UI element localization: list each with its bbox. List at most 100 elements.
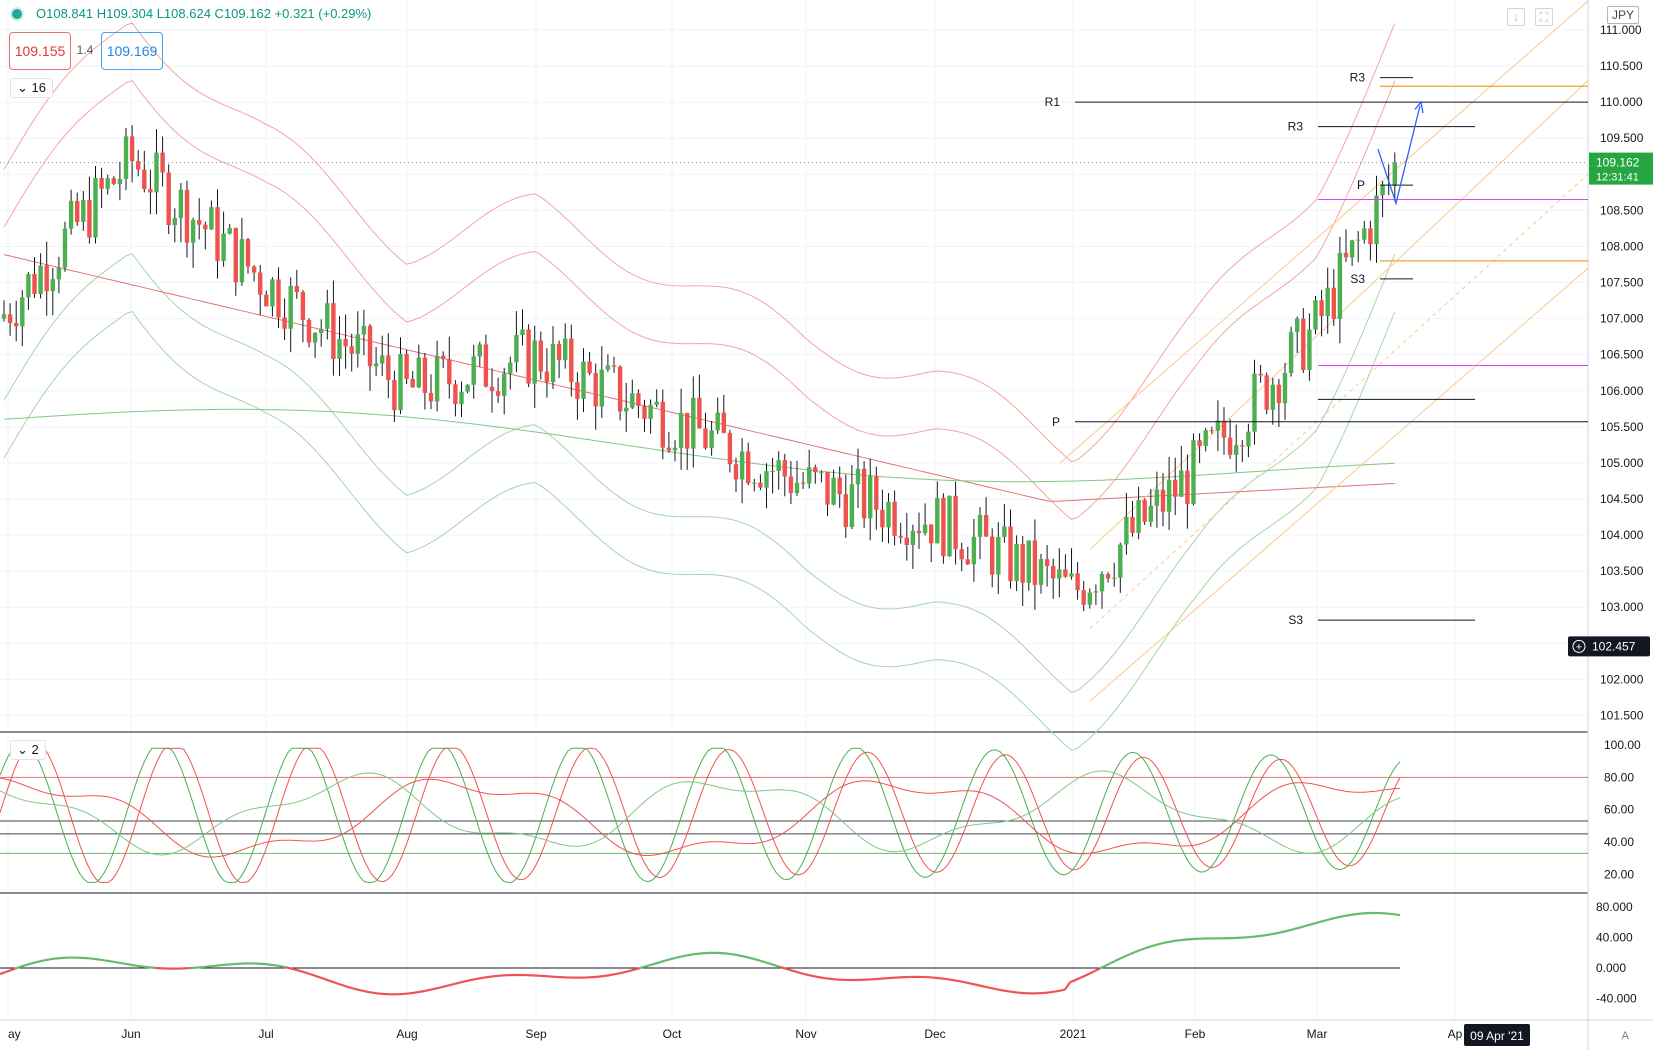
candle-body [1240,445,1244,446]
momentum-segment [50,959,55,960]
momentum-segment [680,956,685,957]
momentum-segment [745,957,750,958]
momentum-segment [285,967,290,968]
candle-body [99,178,103,189]
time-axis-label: Dec [924,1027,945,1041]
candle-body [667,448,671,451]
buy-button[interactable]: 109.169 [101,32,163,70]
currency-label[interactable]: JPY [1607,6,1639,24]
momentum-segment [975,985,980,986]
candle-body [789,477,793,494]
auto-scale-button[interactable]: A [1622,1030,1629,1042]
osc1-axis-tick: 80.00 [1604,770,1634,784]
candle-body [1326,288,1330,316]
momentum-segment [655,962,660,963]
candle-body [563,339,567,361]
momentum-segment [1170,941,1175,942]
indicator-count: 16 [32,80,46,95]
candle-body [417,358,421,388]
candle-body [1124,517,1128,545]
time-axis-label: 2021 [1060,1027,1087,1041]
momentum-segment [1330,918,1335,919]
momentum-segment [760,961,765,963]
candle-body [1307,330,1311,370]
indicators-toggle-main[interactable]: ⌄ 16 [10,78,53,98]
maximize-icon[interactable]: ⛶ [1535,8,1553,26]
candle-body [661,402,665,448]
candle-body [831,478,835,505]
candle-body [75,201,79,222]
momentum-segment [1180,940,1185,941]
momentum-segment [1015,992,1020,993]
candle-body [484,344,488,386]
candle-body [728,433,732,464]
candle-body [93,178,97,238]
candle-body [1295,319,1299,333]
candle-body [8,314,12,323]
candle-body [106,178,110,189]
candle-body [191,220,195,243]
pivot-label: R3 [1288,120,1304,134]
candle-body [20,297,24,326]
time-axis-label: Jul [258,1027,273,1041]
candle-body [148,189,152,192]
price-axis-tick: 108.000 [1600,239,1644,253]
momentum-segment [640,967,645,968]
price-axis-tick: 104.000 [1600,528,1644,542]
candle-body [57,267,61,279]
momentum-segment [415,992,420,993]
candle-body [215,207,219,261]
momentum-segment [610,974,615,975]
momentum-segment [1155,944,1160,945]
candle-body [246,239,250,266]
momentum-segment [1005,991,1010,992]
momentum-segment [1145,947,1150,949]
momentum-segment [435,988,440,989]
arrow-down-icon[interactable]: ↓ [1507,8,1525,26]
candle-body [966,559,970,564]
osc2-axis-tick: -40.000 [1596,991,1637,1005]
momentum-segment [120,963,125,964]
momentum-segment [675,957,680,958]
candle-body [1234,445,1238,455]
candle-body [14,323,18,326]
candle-body [234,228,238,282]
candle-body [1149,506,1153,522]
momentum-segment [460,981,465,982]
candle-body [1368,228,1372,244]
momentum-segment [305,972,310,974]
candle-body [173,218,177,225]
candle-body [289,286,293,329]
candle-body [679,413,683,448]
momentum-segment [130,965,135,966]
indicators-toggle-osc[interactable]: ⌄ 2 [10,740,46,760]
momentum-segment [1325,919,1330,920]
sell-button[interactable]: 109.155 [9,32,71,70]
momentum-segment [205,966,210,967]
chevron-down-icon: ⌄ [17,742,28,757]
candle-body [490,387,494,392]
momentum-segment [290,968,295,969]
momentum-segment [1350,914,1355,915]
candle-body [648,405,652,419]
candle-body [856,469,860,485]
spread-value: 1.4 [70,32,100,68]
momentum-segment [1315,922,1320,923]
candle-body [124,136,128,179]
momentum-segment [1395,914,1400,915]
candle-body [142,170,146,189]
candle-body [459,392,463,404]
momentum-segment [490,976,495,977]
candle-body [655,402,659,405]
momentum-segment [990,988,995,989]
momentum-segment [125,964,130,965]
candle-body [63,229,67,268]
crosshair-date-label: 09 Apr '21 [1470,1029,1524,1043]
momentum-segment [210,966,215,967]
momentum-segment [1160,943,1165,944]
candle-body [411,379,415,387]
candle-body [691,398,695,449]
momentum-segment [25,964,30,965]
